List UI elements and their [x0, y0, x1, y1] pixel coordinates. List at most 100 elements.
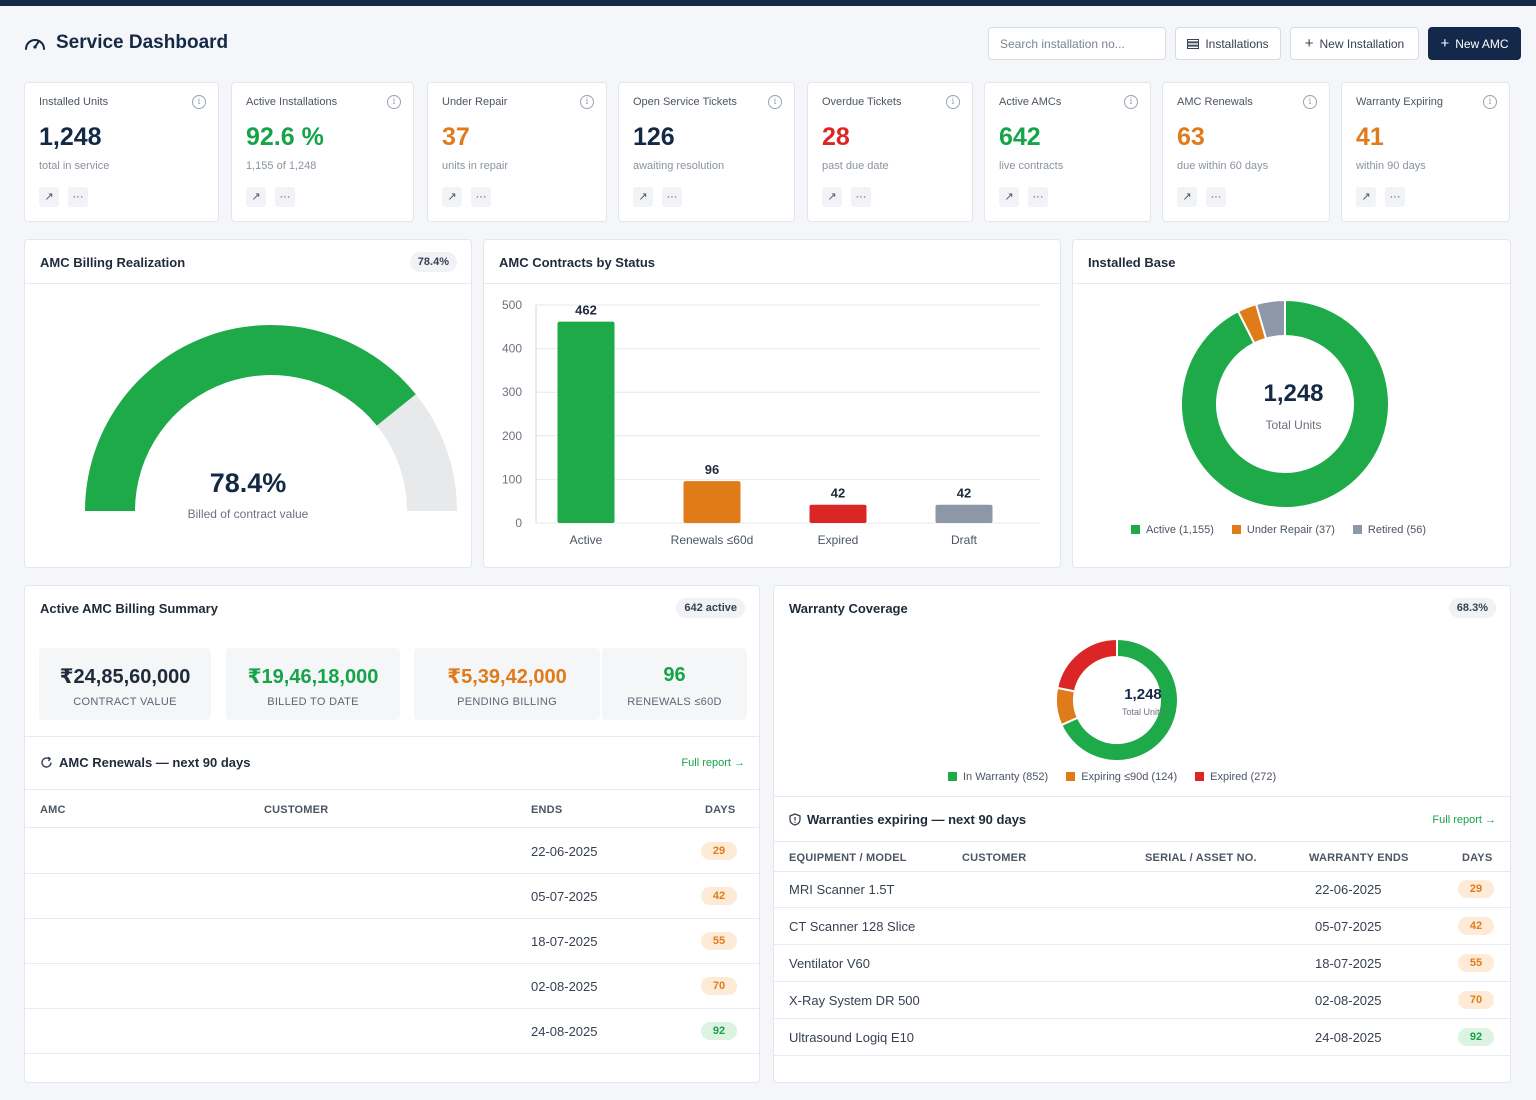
- open-arrow-icon[interactable]: ↗: [39, 187, 59, 207]
- kpi-subtext: past due date: [822, 160, 889, 172]
- more-options-icon[interactable]: ···: [68, 187, 88, 207]
- open-arrow-icon[interactable]: ↗: [822, 187, 842, 207]
- more-options-icon[interactable]: ···: [1206, 187, 1226, 207]
- kpi-value: 41: [1356, 123, 1384, 151]
- table-row[interactable]: 02-08-2025 70: [25, 964, 759, 1009]
- shield-icon: [789, 813, 801, 826]
- more-options-icon[interactable]: ···: [471, 187, 491, 207]
- kpi-card[interactable]: Warranty Expiring i 41 within 90 days ↗ ···: [1341, 82, 1510, 222]
- warranty-coverage-panel: Warranty Coverage 68.3% 1,248 Total Unit…: [773, 585, 1511, 1083]
- y-tick-label: 400: [502, 342, 522, 356]
- search-input[interactable]: [988, 27, 1166, 60]
- days-badge: 29: [1458, 880, 1494, 898]
- kpi-subtext: total in service: [39, 160, 110, 172]
- kpi-card[interactable]: Active AMCs i 642 live contracts ↗ ···: [984, 82, 1151, 222]
- days-badge: 42: [1458, 917, 1494, 935]
- legend-label: Active (1,155): [1146, 524, 1214, 536]
- stat-value: ₹24,85,60,000: [59, 666, 191, 688]
- table-row[interactable]: 05-07-2025 42: [25, 874, 759, 919]
- list-icon: [1187, 38, 1200, 49]
- warranties-table-header: EQUIPMENT / MODEL CUSTOMER SERIAL / ASSE…: [774, 842, 1510, 872]
- more-options-icon[interactable]: ···: [1028, 187, 1048, 207]
- info-icon[interactable]: i: [192, 95, 206, 109]
- kpi-card[interactable]: Open Service Tickets i 126 awaiting resolut…: [618, 82, 795, 222]
- column-header-amc: AMC: [40, 804, 66, 816]
- legend-label: Expiring ≤90d (124): [1081, 771, 1178, 783]
- kpi-card[interactable]: Active Installations i 92.6 % 1,155 of 1,24…: [231, 82, 414, 222]
- renewals-title-group: AMC Renewals — next 90 days: [40, 755, 250, 770]
- open-arrow-icon[interactable]: ↗: [633, 187, 653, 207]
- kpi-value: 642: [999, 123, 1041, 151]
- renewals-full-report-link[interactable]: Full report →: [681, 757, 745, 769]
- donut-center-label: Total Units: [1265, 418, 1322, 432]
- kpi-value: 126: [633, 123, 675, 151]
- kpi-card[interactable]: Installed Units i 1,248 total in service ↗ ··…: [24, 82, 219, 222]
- kpi-value: 92.6 %: [246, 123, 324, 151]
- x-tick-label: Active: [570, 533, 603, 547]
- kpi-card[interactable]: Under Repair i 37 units in repair ↗ ···: [427, 82, 607, 222]
- info-icon[interactable]: i: [946, 95, 960, 109]
- table-row[interactable]: MRI Scanner 1.5T 22-06-2025 29: [774, 871, 1510, 908]
- kpi-label: Overdue Tickets: [822, 96, 902, 108]
- table-row[interactable]: 18-07-2025 55: [25, 919, 759, 964]
- more-options-icon[interactable]: ···: [662, 187, 682, 207]
- donut-slice[interactable]: [1180, 298, 1390, 509]
- info-icon[interactable]: i: [387, 95, 401, 109]
- kpi-card[interactable]: Overdue Tickets i 28 past due date ↗ ···: [807, 82, 973, 222]
- new-installation-button[interactable]: + New Installation: [1290, 27, 1419, 60]
- stat-label: BILLED TO DATE: [267, 696, 359, 708]
- renewals-header: AMC Renewals — next 90 days Full report …: [25, 736, 759, 790]
- kpi-card[interactable]: AMC Renewals i 63 due within 60 days ↗ ···: [1162, 82, 1330, 222]
- table-row[interactable]: CT Scanner 128 Slice 05-07-2025 42: [774, 908, 1510, 945]
- installations-button[interactable]: Installations: [1175, 27, 1281, 60]
- panel-header: Installed Base: [1073, 240, 1510, 284]
- days-badge: 92: [1458, 1028, 1494, 1046]
- refresh-icon: [41, 756, 52, 768]
- billing-summary-panel: Active AMC Billing Summary 642 active ₹2…: [24, 585, 760, 1083]
- warranty-legend: In Warranty (852) Expiring ≤90d (124) Expi…: [948, 771, 1276, 783]
- table-row[interactable]: 24-08-2025 92: [25, 1009, 759, 1054]
- open-arrow-icon[interactable]: ↗: [999, 187, 1019, 207]
- more-options-icon[interactable]: ···: [275, 187, 295, 207]
- open-arrow-icon[interactable]: ↗: [1177, 187, 1197, 207]
- renewals-table-header: AMC CUSTOMER ENDS DAYS: [25, 790, 759, 828]
- kpi-label: Installed Units: [39, 96, 109, 108]
- info-icon[interactable]: i: [580, 95, 594, 109]
- bar[interactable]: [557, 321, 615, 523]
- ends-date: 18-07-2025: [531, 934, 598, 949]
- y-tick-label: 200: [502, 429, 522, 443]
- donut-slice[interactable]: [1254, 298, 1286, 340]
- bar[interactable]: [683, 481, 741, 523]
- info-icon[interactable]: i: [1124, 95, 1138, 109]
- donut-slice[interactable]: [1056, 637, 1118, 693]
- info-icon[interactable]: i: [1483, 95, 1497, 109]
- info-icon[interactable]: i: [768, 95, 782, 109]
- info-icon[interactable]: i: [1303, 95, 1317, 109]
- legend-label: Retired (56): [1367, 524, 1426, 536]
- table-row[interactable]: 22-06-2025 29: [25, 829, 759, 874]
- stat-label: RENEWALS ≤60D: [627, 696, 722, 708]
- gauge-value: 78.4%: [209, 468, 287, 498]
- column-header-days: DAYS: [705, 804, 736, 816]
- installed-base-donut: [1180, 298, 1390, 509]
- table-row[interactable]: X-Ray System DR 500 02-08-2025 70: [774, 982, 1510, 1019]
- donut-center-value: 1,248: [1124, 686, 1162, 703]
- open-arrow-icon[interactable]: ↗: [1356, 187, 1376, 207]
- bar[interactable]: [809, 504, 867, 523]
- warranties-full-report-link[interactable]: Full report →: [1432, 814, 1496, 826]
- more-options-icon[interactable]: ···: [851, 187, 871, 207]
- open-arrow-icon[interactable]: ↗: [442, 187, 462, 207]
- table-row[interactable]: Ultrasound Logiq E10 24-08-2025 92: [774, 1019, 1510, 1056]
- new-amc-button[interactable]: + New AMC: [1428, 27, 1521, 60]
- open-arrow-icon[interactable]: ↗: [246, 187, 266, 207]
- kpi-subtext: 1,155 of 1,248: [246, 160, 317, 172]
- legend-item: Expiring ≤90d (124): [1066, 771, 1177, 783]
- donut-slice[interactable]: [1060, 637, 1179, 762]
- active-count-pill: 642 active: [676, 598, 745, 618]
- table-row[interactable]: Ventilator V60 18-07-2025 55: [774, 945, 1510, 982]
- more-options-icon[interactable]: ···: [1385, 187, 1405, 207]
- warranty-end-date: 18-07-2025: [1315, 956, 1382, 971]
- panel-title: Warranty Coverage: [789, 601, 908, 616]
- bar[interactable]: [935, 504, 993, 523]
- legend-swatch: [1231, 525, 1241, 534]
